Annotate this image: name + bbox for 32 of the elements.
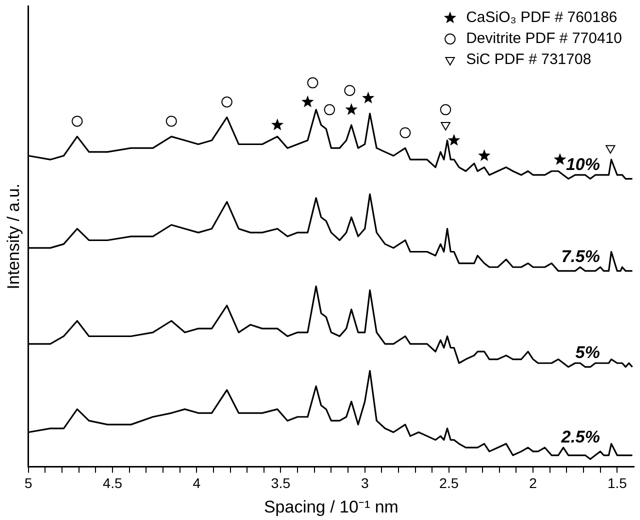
point — [221, 96, 232, 108]
series-label: 7.5% — [561, 247, 600, 266]
x-tick-label: 5 — [24, 475, 32, 492]
point — [324, 104, 336, 116]
point — [440, 104, 452, 116]
y-axis-title: Intensity / a.u. — [4, 183, 23, 290]
series-label: 5% — [575, 343, 600, 362]
point — [344, 84, 356, 96]
point — [448, 134, 460, 146]
x-tick-label: 2.5 — [439, 475, 459, 492]
point — [72, 116, 83, 127]
point — [400, 127, 411, 138]
x-tick-label: 1.5 — [607, 475, 628, 492]
x-tick-label: 2 — [529, 475, 538, 492]
series-label: 2.5% — [560, 428, 600, 447]
point — [554, 153, 566, 165]
x-tick-label: 3 — [360, 475, 369, 492]
x-tick-label: 3.5 — [271, 475, 291, 492]
legend-label: SiC PDF # 731708 — [466, 51, 592, 68]
legend-label: Devitrite PDF # 770410 — [466, 30, 622, 48]
point — [307, 77, 318, 88]
point — [345, 103, 358, 115]
x-tick-label: 4 — [192, 475, 201, 492]
point — [301, 96, 314, 108]
point — [478, 149, 490, 162]
point — [362, 92, 374, 104]
point — [166, 116, 177, 127]
series-label: 10% — [566, 154, 600, 174]
point — [271, 118, 284, 130]
x-axis-title: Spacing / 10⁻¹ nm — [264, 497, 398, 516]
x-tick-label: 4.5 — [102, 475, 122, 492]
legend-label: CaSiO₃ PDF # 760186 — [466, 9, 618, 26]
